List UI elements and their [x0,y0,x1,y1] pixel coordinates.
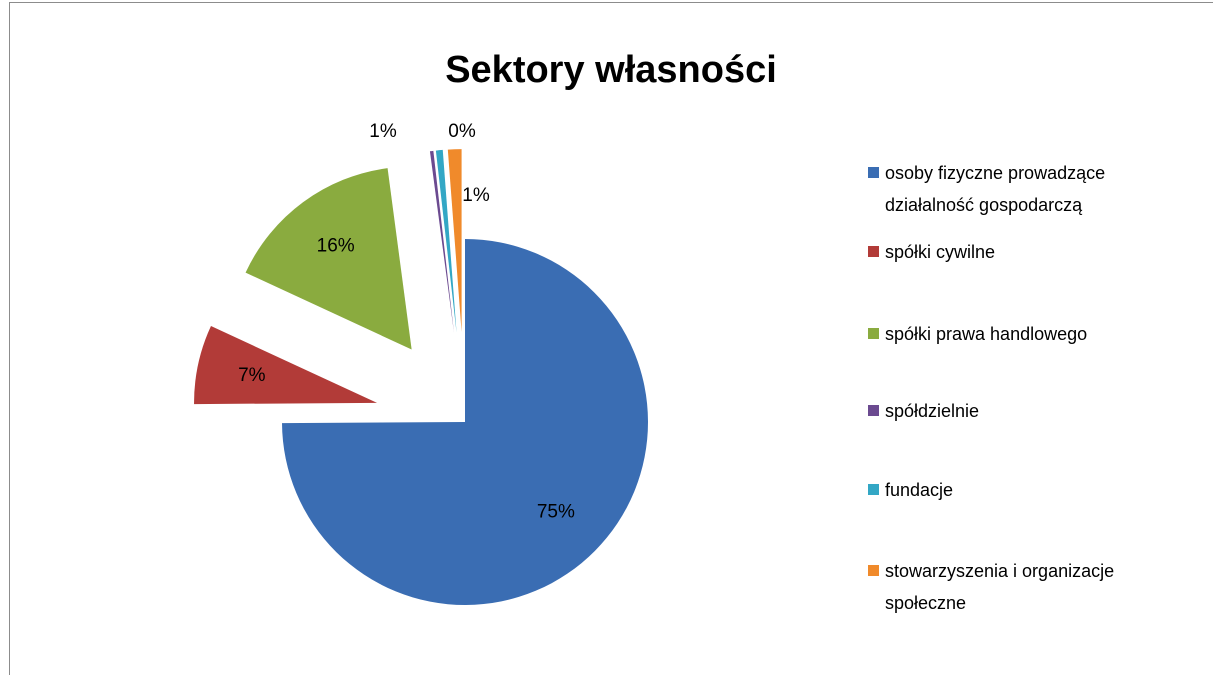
pie-slice [447,149,462,333]
legend-label: spółdzielnie [885,401,980,421]
legend-entry: fundacje [868,474,1165,506]
legend-entry: spółki prawa handlowego [868,318,1165,350]
chart-border [9,2,1213,675]
legend-label: fundacje [885,480,954,500]
pie-slice [282,239,648,605]
pie-slice [435,149,457,333]
chart-title: Sektory własności [445,49,777,91]
pie-slice [245,168,412,350]
legend-entry: spółdzielnie [868,395,1165,427]
data-label: 0% [448,121,476,142]
legend-entry: osoby fizyczne prowadzące działalność go… [868,157,1165,221]
legend-entry: stowarzyszenia i organizacje społeczne [868,555,1165,619]
legend-label: stowarzyszenia i organizacje społeczne [885,561,1115,613]
data-label: 7% [238,365,266,386]
data-label: 1% [369,121,397,142]
legend-swatch [868,565,879,576]
legend-swatch [868,328,879,339]
legend-swatch [868,405,879,416]
pie-slice [194,326,378,405]
data-label: 1% [462,185,490,206]
legend-entry: spółki cywilne [868,236,1165,268]
legend-label: spółki prawa handlowego [885,324,1088,344]
legend-swatch [868,484,879,495]
data-label: 75% [537,501,575,522]
pie-slice [429,150,455,333]
legend-swatch [868,246,879,257]
legend-label: spółki cywilne [885,242,996,262]
legend-label: osoby fizyczne prowadzące działalność go… [885,163,1106,215]
data-label: 16% [317,235,355,256]
legend-swatch [868,167,879,178]
